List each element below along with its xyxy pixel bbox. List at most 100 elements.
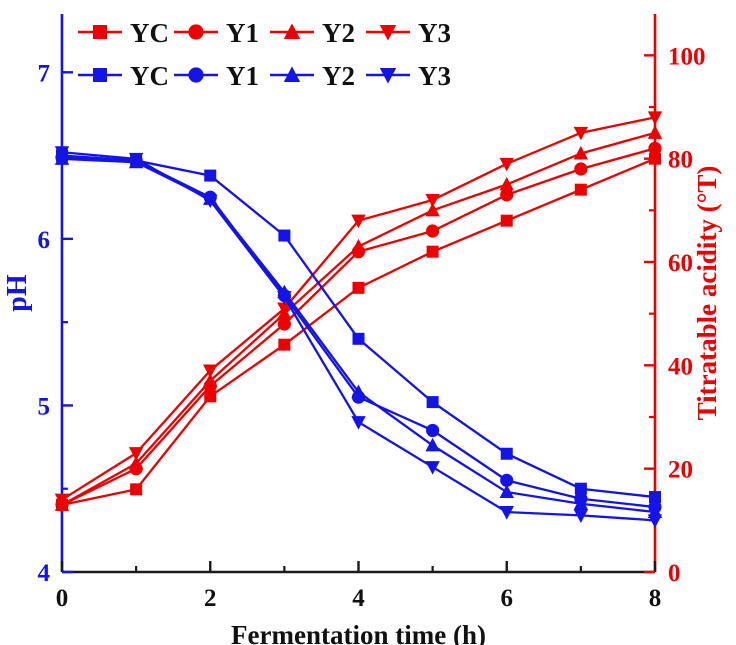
data-point-square <box>352 332 365 345</box>
data-point-square <box>278 338 291 351</box>
legend-item-acidity-y3[interactable]: Y3 <box>366 18 451 48</box>
data-point-triangle-up <box>425 202 440 217</box>
x-axis-title: Fermentation time (h) <box>231 620 486 645</box>
data-point-square <box>574 183 587 196</box>
data-point-triangle-down <box>499 157 514 172</box>
data-point-triangle-up <box>203 373 218 387</box>
legend-marker-triangle-up <box>283 66 301 82</box>
legend-item-acidity-yc[interactable]: YC <box>78 18 169 48</box>
data-point-triangle-down <box>128 447 144 461</box>
data-point-square <box>352 281 365 294</box>
data-point-triangle-down <box>351 416 366 430</box>
legend-marker-triangle-down <box>379 25 397 41</box>
data-point-triangle-down <box>499 506 514 520</box>
legend-item-ph-y2[interactable]: Y2 <box>270 61 355 91</box>
data-point-square <box>500 447 513 460</box>
legend-marker-circle <box>188 24 204 40</box>
legend-label: Y3 <box>418 61 451 91</box>
legend-label: Y3 <box>418 18 451 48</box>
data-point-square <box>204 390 217 403</box>
data-point-triangle-down <box>277 302 292 317</box>
data-point-square <box>649 491 661 504</box>
y-right-tick-label: 20 <box>668 457 693 484</box>
series-right-y2 <box>54 125 663 511</box>
legend-marker-triangle-down <box>379 68 397 84</box>
data-point-square <box>130 483 143 496</box>
legend-label: YC <box>130 61 169 91</box>
data-point-triangle-down <box>425 461 440 475</box>
data-point-triangle-down <box>573 509 589 523</box>
series-left-y3 <box>54 146 663 528</box>
x-tick-label: 8 <box>649 585 662 612</box>
legend-marker-square <box>93 68 107 82</box>
data-point-triangle-down <box>573 126 589 141</box>
data-point-square <box>574 482 587 495</box>
y-right-tick-label: 80 <box>668 147 693 174</box>
legend-item-acidity-y2[interactable]: Y2 <box>270 18 355 48</box>
data-point-circle <box>426 423 440 438</box>
y-right-tick-label: 40 <box>668 353 693 380</box>
legend-item-ph-y3[interactable]: Y3 <box>366 61 451 91</box>
series-right-y1 <box>55 141 662 512</box>
x-tick-label: 6 <box>501 585 514 612</box>
y-left-tick-label: 6 <box>38 227 51 254</box>
x-tick-label: 2 <box>204 585 217 612</box>
data-point-triangle-down <box>425 194 440 208</box>
data-point-triangle-up <box>351 238 366 253</box>
data-point-square <box>649 152 661 165</box>
legend-marker-triangle-up <box>283 23 301 39</box>
data-point-square <box>278 229 291 242</box>
x-tick-label: 0 <box>56 585 69 612</box>
y-right-tick-label: 60 <box>668 250 693 277</box>
series-left-y1 <box>55 150 662 514</box>
legend-label: Y1 <box>226 61 259 91</box>
series-right-y3 <box>54 111 663 508</box>
data-point-circle <box>277 317 291 331</box>
data-point-triangle-up <box>499 176 514 191</box>
data-point-triangle-up <box>573 496 589 510</box>
data-point-triangle-up <box>573 145 589 160</box>
data-point-triangle-up <box>351 384 366 399</box>
data-point-circle <box>426 224 440 238</box>
data-point-square <box>426 245 439 258</box>
data-point-triangle-down <box>351 214 366 229</box>
legend-item-ph-yc[interactable]: YC <box>78 61 169 91</box>
data-point-square <box>204 169 217 182</box>
data-point-circle <box>648 141 662 155</box>
series-line <box>61 147 656 506</box>
data-point-triangle-down <box>203 194 218 209</box>
data-point-circle <box>500 473 514 487</box>
legend-label: Y2 <box>322 18 355 48</box>
y-axis-right-title: Titratable acidity (°T) <box>692 166 722 421</box>
data-point-triangle-up <box>425 437 440 452</box>
y-right-tick-label: 0 <box>668 560 681 587</box>
data-point-triangle-down <box>128 152 144 167</box>
data-point-triangle-down <box>647 514 663 528</box>
data-point-triangle-down <box>54 146 70 160</box>
legend-item-ph-y1[interactable]: Y1 <box>174 61 259 91</box>
y-left-tick-label: 5 <box>38 393 51 420</box>
data-point-triangle-up <box>647 125 663 139</box>
legend-label: Y1 <box>226 18 259 48</box>
y-right-tick-label: 100 <box>668 43 706 70</box>
y-left-tick-label: 7 <box>38 60 51 87</box>
x-tick-label: 4 <box>352 585 365 612</box>
data-point-triangle-up <box>128 455 144 470</box>
legend-marker-square <box>93 25 107 39</box>
legend-marker-circle <box>188 67 204 83</box>
y-left-tick-label: 4 <box>38 560 51 587</box>
data-point-square <box>500 214 513 227</box>
y-axis-left-title: pH <box>2 274 33 312</box>
data-point-triangle-down <box>203 364 218 379</box>
data-point-triangle-up <box>499 484 514 499</box>
data-point-circle <box>500 188 514 202</box>
legend-label: Y2 <box>322 61 355 91</box>
legend: YC Y1 Y2 Y3 YC Y1 Y2 Y3 <box>78 18 451 91</box>
data-point-triangle-down <box>277 291 292 305</box>
legend-label: YC <box>130 18 169 48</box>
legend-item-acidity-y1[interactable]: Y1 <box>174 18 259 48</box>
series-right-yc <box>56 152 661 511</box>
data-point-triangle-down <box>54 493 70 508</box>
